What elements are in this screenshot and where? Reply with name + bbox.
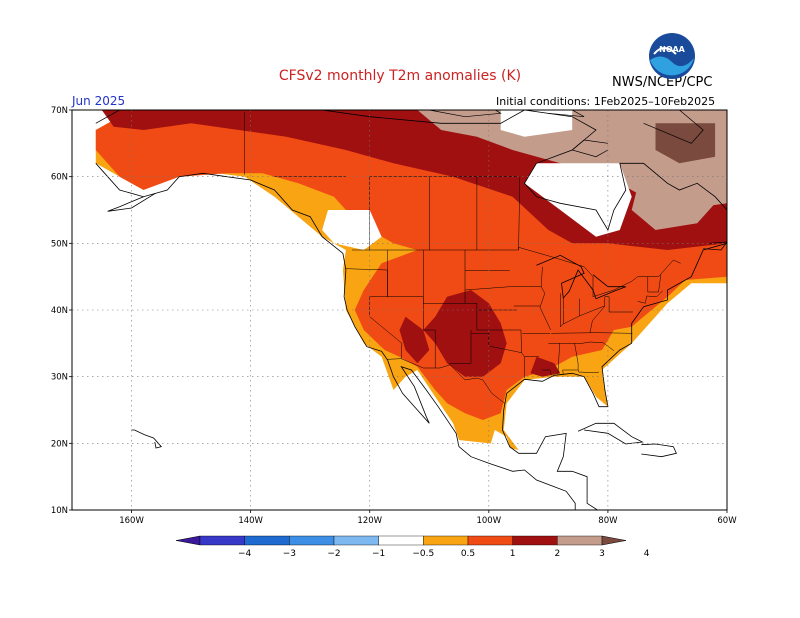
anomaly-neutral-baja — [488, 430, 513, 464]
lat-tick-label: 40N — [51, 306, 68, 316]
colorbar-bin — [467, 535, 513, 546]
coast-island — [643, 110, 704, 144]
colorbar-label: 0.5 — [461, 549, 475, 559]
political-border — [345, 268, 388, 297]
anomaly-neutral-hudson — [524, 163, 632, 237]
agency-label: NWS/NCEP/CPC — [612, 75, 713, 90]
colorbar-bin — [557, 535, 603, 546]
coast-hawaii — [131, 429, 163, 449]
political-border — [589, 305, 606, 333]
political-border — [647, 274, 662, 293]
political-border — [518, 176, 521, 251]
political-border — [551, 332, 633, 334]
lat-tick-label: 70N — [51, 106, 68, 116]
colorbar-label: −1 — [372, 549, 385, 559]
lat-tick-label: 20N — [51, 439, 68, 449]
colorbar-arrow-high — [601, 535, 627, 546]
colorbar-label: −4 — [238, 549, 252, 559]
anomaly-neutral-bc — [322, 210, 382, 250]
anomaly-field — [95, 110, 727, 464]
political-border — [464, 286, 510, 291]
colorbar-bin — [199, 535, 245, 546]
colorbar-label: 3 — [599, 549, 605, 559]
noaa-logo: NOAA — [649, 33, 695, 79]
lat-tick-label: 30N — [51, 373, 68, 383]
lat-tick-label: 50N — [51, 239, 68, 249]
lon-tick-label: 160W — [119, 516, 144, 526]
initial-conditions: Initial conditions: 1Feb2025–10Feb2025 — [496, 95, 716, 108]
political-border — [637, 290, 663, 304]
logo-text: NOAA — [659, 45, 685, 54]
coast-island — [393, 110, 502, 118]
colorbar-label: 1 — [510, 549, 516, 559]
political-border — [423, 250, 436, 368]
anomaly-darkred-gulf — [530, 356, 561, 377]
anomaly-darkred-plains — [423, 290, 507, 377]
longitude-tick-labels: 160W 140W 120W 100W 80W 60W — [119, 510, 737, 526]
map-title: CFSv2 monthly T2m anomalies (K) — [278, 68, 522, 84]
lon-tick-label: 120W — [357, 516, 382, 526]
political-border — [604, 296, 633, 313]
colorbar-label: 2 — [554, 549, 560, 559]
colorbar-label: −0.5 — [412, 549, 434, 559]
coast-island — [703, 241, 727, 251]
color-scale-legend: −4 −3 −2 −1 −0.5 0.5 1 2 3 4 — [175, 535, 650, 559]
colorbar-bin — [333, 535, 379, 546]
coast-great-lakes — [536, 254, 626, 300]
lat-lon-grid — [72, 110, 727, 510]
anomaly-darkred-sw — [399, 316, 430, 364]
political-border — [449, 330, 472, 364]
lon-tick-label: 140W — [238, 516, 263, 526]
lon-tick-label: 60W — [717, 516, 737, 526]
colorbar-bin — [244, 535, 290, 546]
colorbar-label: 4 — [644, 549, 650, 559]
political-border — [548, 341, 615, 351]
coast-alaska-peninsula — [107, 192, 156, 212]
forecast-month: Jun 2025 — [72, 94, 126, 108]
coast-island — [571, 139, 609, 158]
lon-tick-label: 100W — [476, 516, 501, 526]
political-border — [387, 358, 506, 405]
political-border — [560, 293, 606, 328]
coast-cuba — [577, 422, 644, 445]
political-border — [539, 266, 551, 331]
anomaly-neutral-baffin — [500, 110, 573, 137]
political-border — [471, 333, 522, 353]
coast-hispaniola — [641, 443, 677, 458]
coastlines — [95, 110, 727, 510]
lat-tick-label: 60N — [51, 173, 68, 183]
colorbar-label: −3 — [283, 549, 296, 559]
lon-tick-label: 80W — [598, 516, 618, 526]
colorbar-bin — [289, 535, 335, 546]
political-border — [577, 369, 600, 373]
colorbar-arrow-low — [175, 535, 201, 546]
colorbar-bin — [378, 535, 424, 546]
colorbar-bin — [512, 535, 558, 546]
political-border — [464, 250, 525, 378]
colorbar-label: −2 — [327, 549, 340, 559]
latitude-tick-labels: 10N 20N 30N 40N 50N 60N 70N — [51, 106, 72, 516]
anomaly-brown-east — [631, 163, 727, 230]
political-border — [387, 296, 465, 304]
lat-tick-label: 10N — [51, 506, 68, 516]
coast-island — [548, 110, 585, 118]
coast-north-america — [95, 110, 727, 510]
colorbar-bin — [423, 535, 469, 546]
political-border — [557, 343, 560, 375]
political-border — [541, 369, 552, 376]
